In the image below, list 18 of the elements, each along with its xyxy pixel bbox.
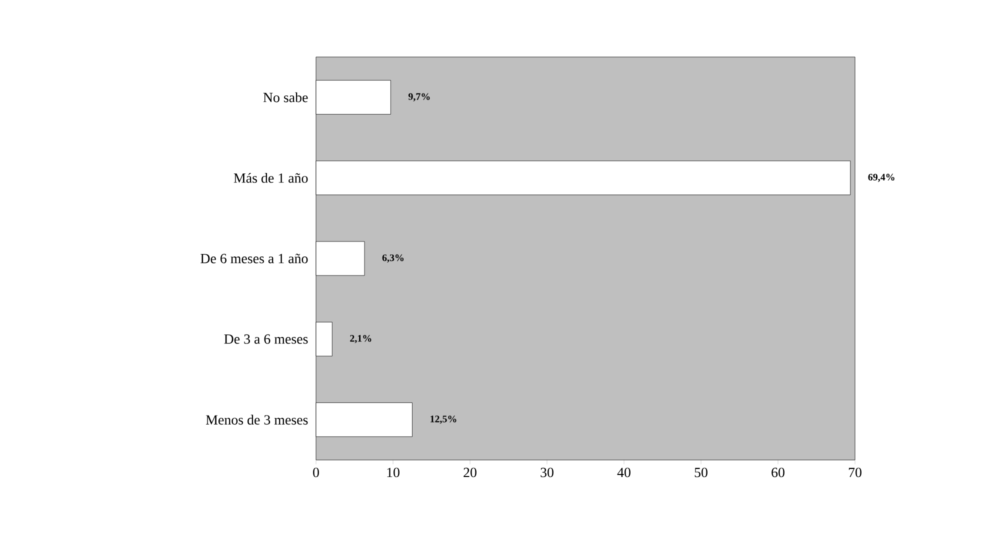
- data-label: 9,7%: [408, 93, 430, 102]
- data-label: 12,5%: [430, 416, 456, 424]
- data-label: 69,4%: [868, 174, 894, 182]
- x-tick-label: 10: [387, 468, 400, 478]
- y-tick-label: Menos de 3 meses: [206, 414, 308, 425]
- data-label: 2,1%: [350, 335, 372, 344]
- x-tick-label: 0: [313, 468, 319, 478]
- y-tick-label: De 6 meses a 1 año: [200, 254, 308, 264]
- x-tick-label: 50: [694, 468, 708, 478]
- x-tick-label: 30: [540, 468, 554, 478]
- y-tick-label: Más de 1 año: [234, 172, 308, 183]
- data-label: 6,3%: [382, 254, 404, 263]
- y-tick-label: De 3 a 6 meses: [224, 334, 308, 344]
- x-tick-label: 60: [772, 468, 784, 478]
- x-tick-label: 70: [848, 468, 862, 478]
- x-tick-label: 40: [617, 468, 630, 478]
- x-tick-label: 20: [464, 468, 476, 478]
- y-tick-label: No sabe: [263, 92, 308, 102]
